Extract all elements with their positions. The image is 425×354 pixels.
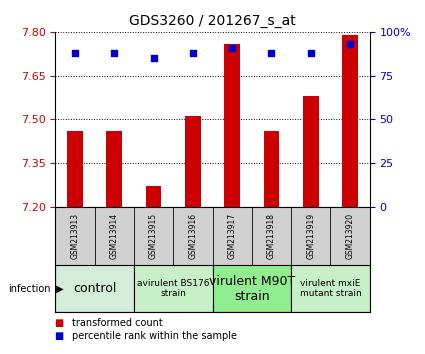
Bar bbox=[342, 35, 358, 207]
Text: ▶: ▶ bbox=[53, 284, 64, 293]
Bar bbox=[212, 265, 291, 312]
Point bbox=[71, 50, 78, 56]
Bar bbox=[146, 187, 162, 207]
Bar bbox=[185, 116, 201, 207]
Text: virulent M90T
strain: virulent M90T strain bbox=[209, 275, 295, 303]
Text: GSM213917: GSM213917 bbox=[228, 213, 237, 259]
Text: GSM213918: GSM213918 bbox=[267, 213, 276, 259]
Bar bbox=[67, 131, 83, 207]
Bar bbox=[224, 44, 240, 207]
Point bbox=[307, 50, 314, 56]
Text: ■: ■ bbox=[55, 331, 68, 341]
Point bbox=[268, 50, 275, 56]
Bar bbox=[264, 131, 279, 207]
Text: infection: infection bbox=[8, 284, 51, 293]
Text: transformed count: transformed count bbox=[72, 318, 163, 328]
Text: GDS3260 / 201267_s_at: GDS3260 / 201267_s_at bbox=[129, 14, 296, 28]
Text: ■: ■ bbox=[55, 318, 68, 328]
Bar bbox=[106, 131, 122, 207]
Text: GSM213913: GSM213913 bbox=[71, 213, 79, 259]
Bar bbox=[55, 265, 134, 312]
Text: GSM213920: GSM213920 bbox=[346, 213, 354, 259]
Point bbox=[111, 50, 118, 56]
Text: percentile rank within the sample: percentile rank within the sample bbox=[72, 331, 237, 341]
Point bbox=[347, 41, 354, 47]
Text: GSM213915: GSM213915 bbox=[149, 213, 158, 259]
Bar bbox=[303, 96, 319, 207]
Text: GSM213919: GSM213919 bbox=[306, 213, 315, 259]
Text: avirulent BS176
strain: avirulent BS176 strain bbox=[137, 279, 210, 298]
Text: GSM213916: GSM213916 bbox=[188, 213, 197, 259]
Bar bbox=[291, 265, 370, 312]
Text: control: control bbox=[73, 282, 116, 295]
Text: virulent mxiE
mutant strain: virulent mxiE mutant strain bbox=[300, 279, 361, 298]
Point bbox=[229, 45, 235, 50]
Text: GSM213914: GSM213914 bbox=[110, 213, 119, 259]
Point bbox=[150, 55, 157, 61]
Bar bbox=[134, 265, 212, 312]
Point bbox=[190, 50, 196, 56]
